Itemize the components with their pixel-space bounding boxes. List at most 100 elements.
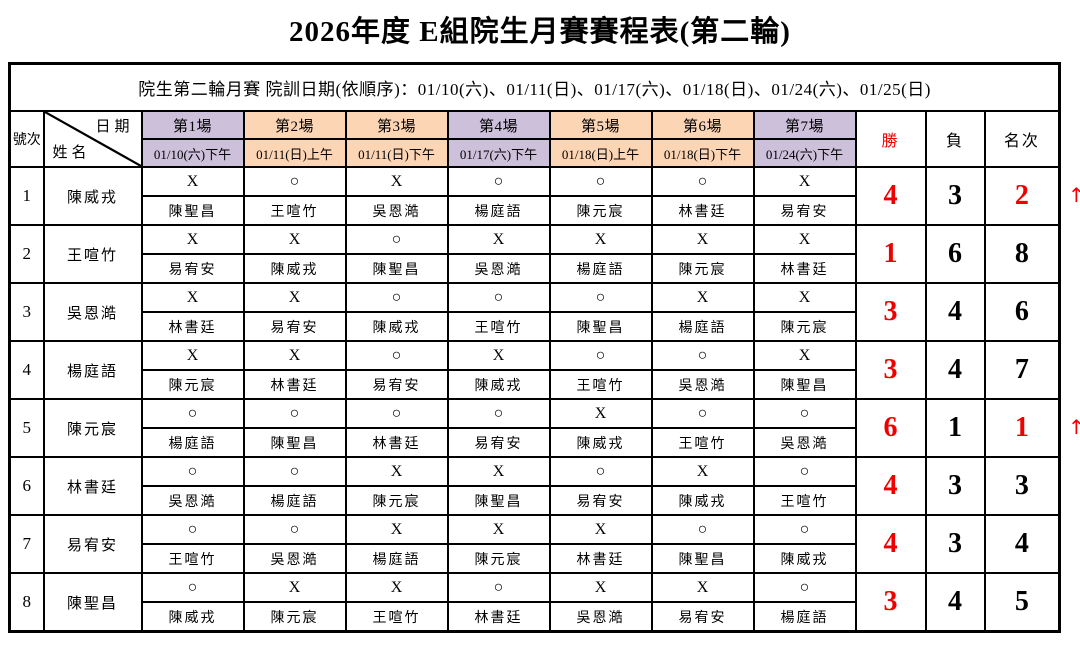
match-6-date: 01/18(日)下午 bbox=[650, 138, 755, 168]
result-cell-match-4: X bbox=[446, 456, 551, 487]
match-5-date: 01/18(日)上午 bbox=[548, 138, 653, 168]
schedule-table: 院生第二輪月賽 院訓日期(依順序)：01/10(六)、01/11(日)、01/1… bbox=[8, 62, 1062, 633]
opponent-cell-match-3: 陳威戎 bbox=[344, 311, 449, 342]
opponent-cell-match-6: 陳威戎 bbox=[650, 485, 755, 516]
result-cell-match-5: X bbox=[548, 514, 653, 545]
opponent-cell-match-4: 陳元宸 bbox=[446, 543, 551, 574]
result-cell-match-2: ○ bbox=[242, 456, 347, 487]
opponent-cell-match-4: 林書廷 bbox=[446, 601, 551, 633]
match-1-label: 第1場 bbox=[140, 110, 245, 140]
subtitle-row: 院生第二輪月賽 院訓日期(依順序)：01/10(六)、01/11(日)、01/1… bbox=[8, 62, 1061, 112]
result-cell-match-5: X bbox=[548, 398, 653, 429]
player-row-results: 7 易宥安 ○ ○ X X X ○ ○ 4 3 4 bbox=[8, 514, 1061, 574]
result-cell-match-6: ○ bbox=[650, 514, 755, 545]
result-cell-match-3: X bbox=[344, 514, 449, 545]
col-header-rank: 名次 bbox=[983, 110, 1061, 168]
result-cell-match-5: ○ bbox=[548, 340, 653, 371]
result-cell-match-5: ○ bbox=[548, 282, 653, 313]
player-name: 王喧竹 bbox=[42, 224, 143, 284]
opponent-cell-match-3: 楊庭語 bbox=[344, 543, 449, 574]
result-cell-match-1: X bbox=[140, 224, 245, 255]
result-cell-match-6: X bbox=[650, 224, 755, 255]
match-3-label: 第3場 bbox=[344, 110, 449, 140]
player-number: 2 bbox=[8, 224, 45, 284]
rank-value: 1 bbox=[983, 398, 1061, 458]
result-cell-match-7: ○ bbox=[752, 514, 857, 545]
col-header-wins: 勝 bbox=[854, 110, 927, 168]
wins-value: 1 bbox=[854, 224, 927, 284]
result-cell-match-4: ○ bbox=[446, 398, 551, 429]
opponent-cell-match-6: 陳聖昌 bbox=[650, 543, 755, 574]
opponent-cell-match-2: 陳元宸 bbox=[242, 601, 347, 633]
result-cell-match-7: X bbox=[752, 224, 857, 255]
result-cell-match-2: X bbox=[242, 340, 347, 371]
result-cell-match-7: X bbox=[752, 282, 857, 313]
result-cell-match-2: X bbox=[242, 572, 347, 603]
player-row-results: 6 林書廷 ○ ○ X X ○ X ○ 4 3 3 bbox=[8, 456, 1061, 516]
result-cell-match-6: X bbox=[650, 282, 755, 313]
opponent-cell-match-1: 王喧竹 bbox=[140, 543, 245, 574]
match-7-label: 第7場 bbox=[752, 110, 857, 140]
result-cell-match-3: ○ bbox=[344, 398, 449, 429]
losses-value: 6 bbox=[924, 224, 986, 284]
player-name: 易宥安 bbox=[42, 514, 143, 574]
losses-value: 1 bbox=[924, 398, 986, 458]
match-2-label: 第2場 bbox=[242, 110, 347, 140]
result-cell-match-7: X bbox=[752, 166, 857, 197]
losses-value: 3 bbox=[924, 514, 986, 574]
result-cell-match-1: X bbox=[140, 166, 245, 197]
opponent-cell-match-1: 陳威戎 bbox=[140, 601, 245, 633]
opponent-cell-match-6: 林書廷 bbox=[650, 195, 755, 226]
player-number: 1 bbox=[8, 166, 45, 226]
rank-value: 3 bbox=[983, 456, 1061, 516]
result-cell-match-7: X bbox=[752, 340, 857, 371]
player-row-opponents: 楊庭語 陳聖昌 林書廷 易宥安 陳威戎 王喧竹 吳恩澔 bbox=[10, 427, 1060, 458]
player-name: 陳威戎 bbox=[42, 166, 143, 226]
player-row-results: 2 王喧竹 X X ○ X X X X 1 6 8 bbox=[8, 224, 1061, 284]
opponent-cell-match-2: 易宥安 bbox=[242, 311, 347, 342]
page-title: 2026年度 E組院生月賽賽程表(第二輪) bbox=[289, 16, 791, 48]
opponent-cell-match-5: 陳威戎 bbox=[548, 427, 653, 458]
opponent-cell-match-7: 王喧竹 bbox=[752, 485, 857, 516]
losses-value: 4 bbox=[924, 572, 986, 633]
player-name: 吳恩澔 bbox=[42, 282, 143, 342]
wins-value: 4 bbox=[854, 456, 927, 516]
diag-date-label: 日期 bbox=[95, 119, 134, 135]
player-row-opponents: 陳威戎 陳元宸 王喧竹 林書廷 吳恩澔 易宥安 楊庭語 bbox=[10, 601, 1060, 633]
opponent-cell-match-4: 陳威戎 bbox=[446, 369, 551, 400]
losses-value: 3 bbox=[924, 166, 986, 226]
result-cell-match-4: X bbox=[446, 340, 551, 371]
result-cell-match-6: ○ bbox=[650, 340, 755, 371]
match-3-date: 01/11(日)下午 bbox=[344, 138, 449, 168]
result-cell-match-5: X bbox=[548, 572, 653, 603]
opponent-cell-match-7: 吳恩澔 bbox=[752, 427, 857, 458]
opponent-cell-match-3: 陳聖昌 bbox=[344, 253, 449, 284]
player-name: 陳元宸 bbox=[42, 398, 143, 458]
opponent-cell-match-4: 易宥安 bbox=[446, 427, 551, 458]
losses-value: 4 bbox=[924, 282, 986, 342]
opponent-cell-match-4: 王喧竹 bbox=[446, 311, 551, 342]
result-cell-match-1: ○ bbox=[140, 572, 245, 603]
result-cell-match-1: ○ bbox=[140, 514, 245, 545]
result-cell-match-1: ○ bbox=[140, 456, 245, 487]
opponent-cell-match-5: 陳聖昌 bbox=[548, 311, 653, 342]
header-row-matches: 號次 日期 姓名 第1場 第2場 第3場 第4場 第5場 第6場 第7場勝 負 名次 bbox=[8, 110, 1061, 168]
match-2-date: 01/11(日)上午 bbox=[242, 138, 347, 168]
player-name: 楊庭語 bbox=[42, 340, 143, 400]
result-cell-match-6: X bbox=[650, 456, 755, 487]
opponent-cell-match-5: 吳恩澔 bbox=[548, 601, 653, 633]
player-row-results: 4 楊庭語 X X ○ X ○ ○ X 3 4 7 bbox=[8, 340, 1061, 400]
opponent-cell-match-4: 吳恩澔 bbox=[446, 253, 551, 284]
match-1-date: 01/10(六)下午 bbox=[140, 138, 245, 168]
opponent-cell-match-4: 楊庭語 bbox=[446, 195, 551, 226]
player-number: 6 bbox=[8, 456, 45, 516]
result-cell-match-3: X bbox=[344, 456, 449, 487]
result-cell-match-5: X bbox=[548, 224, 653, 255]
opponent-cell-match-3: 陳元宸 bbox=[344, 485, 449, 516]
col-header-losses: 負 bbox=[924, 110, 986, 168]
opponent-cell-match-7: 楊庭語 bbox=[752, 601, 857, 633]
player-number: 4 bbox=[8, 340, 45, 400]
opponent-cell-match-6: 陳元宸 bbox=[650, 253, 755, 284]
result-cell-match-3: ○ bbox=[344, 340, 449, 371]
